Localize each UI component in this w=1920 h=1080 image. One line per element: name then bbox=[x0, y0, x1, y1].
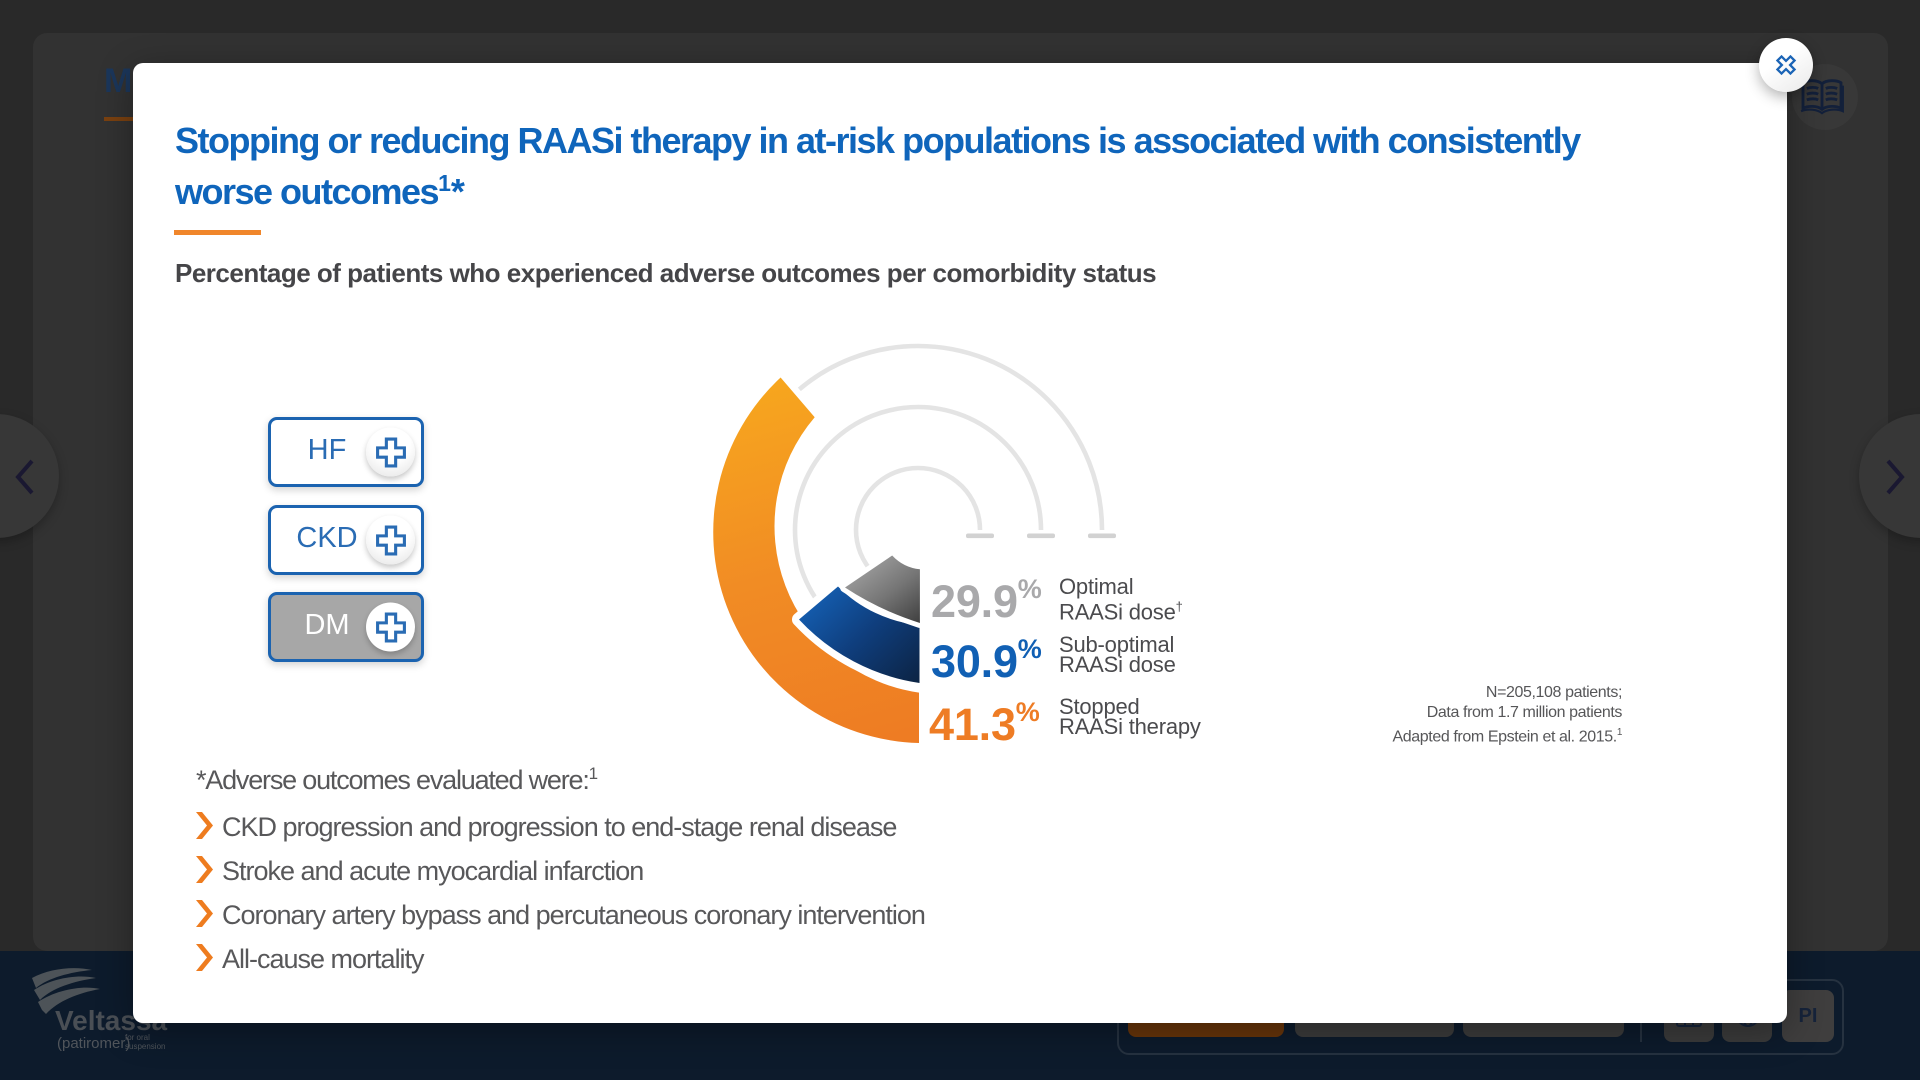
svg-text:(patiromer): (patiromer) bbox=[57, 1035, 130, 1052]
svg-text:for oral: for oral bbox=[125, 1033, 150, 1042]
svg-text:suspension: suspension bbox=[125, 1042, 165, 1051]
